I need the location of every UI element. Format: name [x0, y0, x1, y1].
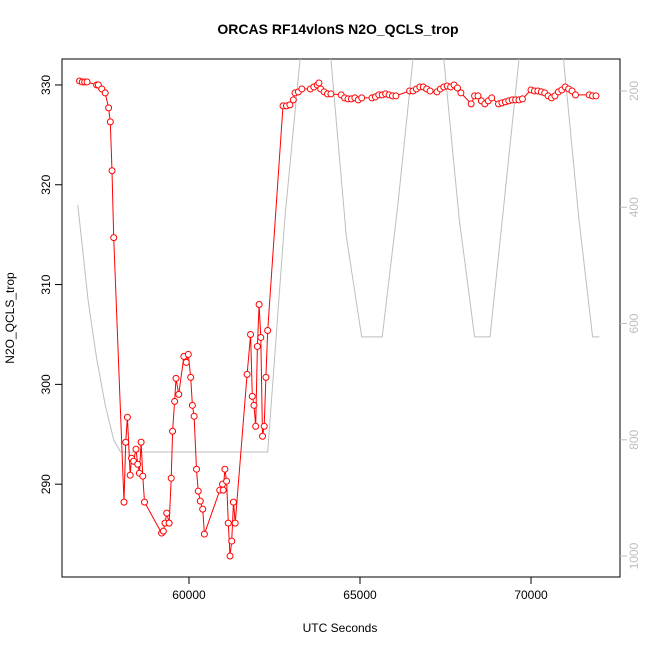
y-tick-label: 300: [39, 374, 53, 394]
x-tick-label: 70000: [514, 588, 548, 602]
y-tick-label: 330: [39, 75, 53, 95]
data-point: [247, 330, 255, 338]
data-point: [248, 392, 256, 400]
data-point: [194, 487, 202, 495]
data-point: [182, 358, 190, 366]
y2-tick-label: 400: [627, 197, 641, 217]
data-point: [392, 92, 400, 100]
y-axis-title: N2O_QCLS_trop: [3, 272, 17, 364]
data-point: [126, 471, 134, 479]
data-point: [226, 552, 234, 560]
data-point: [286, 101, 294, 109]
data-point: [200, 530, 208, 538]
x-tick-label: 60000: [172, 588, 206, 602]
data-point: [327, 90, 335, 98]
data-point: [169, 427, 177, 435]
y-tick-label: 290: [39, 474, 53, 494]
data-point: [175, 390, 183, 398]
data-point: [488, 94, 496, 102]
data-point: [193, 465, 201, 473]
data-point: [474, 92, 482, 100]
data-point: [167, 474, 175, 482]
data-point: [141, 498, 149, 506]
y-tick-label: 310: [39, 274, 53, 294]
data-point: [134, 460, 142, 468]
data-point: [123, 413, 131, 421]
data-point: [108, 167, 116, 175]
data-point: [250, 401, 258, 409]
data-point: [518, 95, 526, 103]
plot-area: [76, 59, 600, 560]
data-point: [592, 92, 600, 100]
data-point: [264, 326, 272, 334]
data-point: [228, 537, 236, 545]
data-point: [257, 333, 265, 341]
data-point: [224, 519, 232, 527]
data-point: [298, 85, 306, 93]
data-point: [453, 84, 461, 92]
data-point: [262, 373, 270, 381]
data-point: [243, 370, 251, 378]
data-point: [252, 422, 260, 430]
data-point: [221, 465, 229, 473]
data-point: [187, 373, 195, 381]
data-point: [139, 472, 147, 480]
data-point: [457, 89, 465, 97]
data-point: [184, 350, 192, 358]
plot-frame: [61, 58, 621, 578]
data-point: [120, 498, 128, 506]
y2-tick-label: 800: [627, 429, 641, 449]
data-point: [253, 342, 261, 350]
series-line: [77, 59, 600, 453]
y2-tick-label: 1000: [627, 542, 641, 569]
chart-title: ORCAS RF14vlonS N2O_QCLS_trop: [217, 21, 458, 37]
data-point: [165, 519, 173, 527]
y-tick-label: 320: [39, 174, 53, 194]
data-point: [83, 78, 91, 86]
data-point: [137, 438, 145, 446]
data-point: [199, 505, 207, 513]
data-point: [196, 497, 204, 505]
data-point: [132, 445, 140, 453]
x-tick-label: 65000: [343, 588, 377, 602]
data-point: [105, 104, 113, 112]
data-point: [190, 412, 198, 420]
x-axis-title: UTC Seconds: [303, 621, 378, 635]
data-point: [163, 509, 171, 517]
data-point: [110, 234, 118, 242]
data-point: [571, 91, 579, 99]
data-point: [255, 301, 263, 309]
series-line: [79, 80, 596, 557]
data-point: [231, 519, 239, 527]
y2-tick-label: 200: [627, 81, 641, 101]
data-point: [289, 96, 297, 104]
data-point: [223, 477, 231, 485]
y2-tick-label: 600: [627, 313, 641, 333]
data-point: [106, 118, 114, 126]
data-point: [101, 89, 109, 97]
data-point: [219, 486, 227, 494]
data-point: [188, 401, 196, 409]
data-point: [159, 527, 167, 535]
data-point: [259, 432, 267, 440]
data-point: [358, 94, 366, 102]
data-point: [122, 438, 130, 446]
data-point: [426, 87, 434, 95]
data-point: [171, 397, 179, 405]
data-point: [467, 100, 475, 108]
data-point: [229, 498, 237, 506]
data-point: [315, 79, 323, 87]
data-point: [172, 374, 180, 382]
data-point: [260, 422, 268, 430]
